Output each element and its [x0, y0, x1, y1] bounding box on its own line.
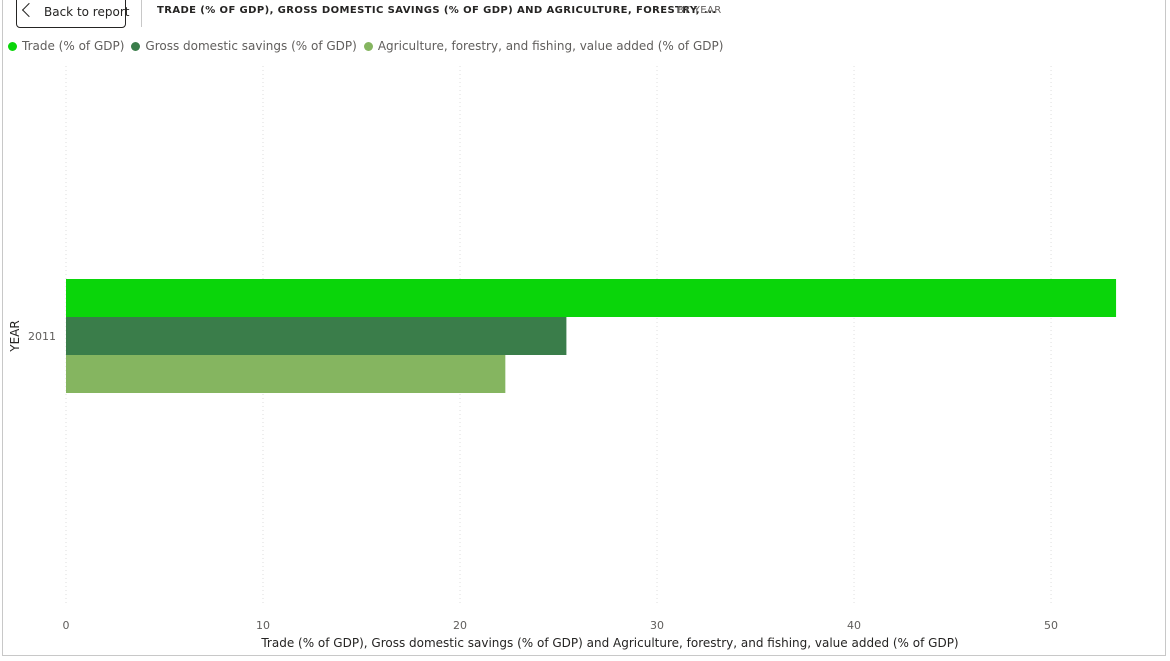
legend-item-trade[interactable]: Trade (% of GDP) — [8, 39, 124, 53]
x-tick-label-50: 50 — [1044, 619, 1058, 632]
back-to-report-button[interactable]: Back to report — [16, 0, 130, 28]
x-tick-label-30: 30 — [650, 619, 664, 632]
back-to-report-label: Back to report — [44, 5, 130, 19]
legend-label-agriculture: Agriculture, forestry, and fishing, valu… — [377, 39, 724, 53]
legend-label-trade: Trade (% of GDP) — [22, 39, 125, 53]
legend-item-agriculture[interactable]: Agriculture, forestry, and fishing, valu… — [363, 39, 724, 53]
legend-label-savings: Gross domestic savings (% of GDP) — [145, 39, 357, 53]
x-tick-label-10: 10 — [256, 619, 270, 632]
visual-subtitle: BY YEAR — [677, 5, 722, 16]
visual-title: TRADE (% OF GDP), GROSS DOMESTIC SAVINGS… — [157, 5, 717, 16]
bar-2011-series-2 — [66, 355, 506, 393]
x-tick-label-0: 0 — [63, 619, 70, 632]
x-tick-label-40: 40 — [847, 619, 861, 632]
bar-2011-series-1 — [66, 317, 567, 355]
chart-legend: Trade (% of GDP) Gross domestic savings … — [8, 38, 730, 54]
legend-dot-savings — [131, 41, 141, 51]
x-tick-label-20: 20 — [453, 619, 467, 632]
bar-2011-series-0 — [66, 279, 1117, 317]
y-axis-title: YEAR — [8, 320, 22, 352]
legend-dot-trade — [8, 41, 17, 51]
legend-dot-agriculture — [363, 41, 373, 51]
header-divider — [141, 0, 142, 27]
x-axis-title: Trade (% of GDP), Gross domestic savings… — [260, 636, 958, 650]
y-tick-label-2011: 2011 — [28, 330, 56, 343]
legend-item-savings[interactable]: Gross domestic savings (% of GDP) — [131, 39, 357, 53]
